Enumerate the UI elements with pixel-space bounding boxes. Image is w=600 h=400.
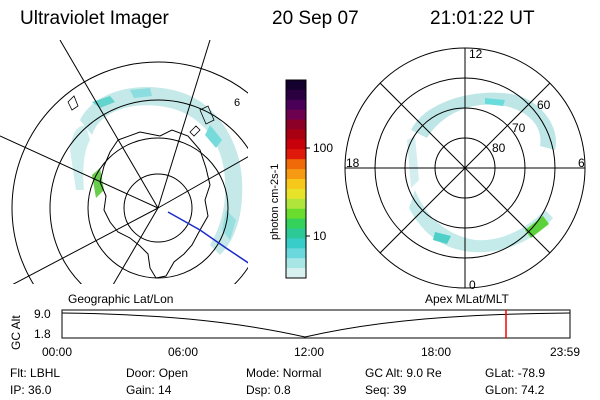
time-label: 21:01:22 UT <box>430 8 535 29</box>
timeline-left-label: Geographic Lat/Lon <box>68 292 174 306</box>
colorbar-swatch <box>286 198 306 210</box>
geographic-map: 6 <box>0 40 248 284</box>
colorbar: photon cm-2s-1 <box>269 79 310 279</box>
timeline-xtick-2: 12:00 <box>294 345 325 359</box>
mlt-label-bottom: 0 <box>469 278 476 292</box>
colorbar-swatch <box>286 248 306 259</box>
info-glat: GLat: -78.9 <box>485 366 546 380</box>
colorbar-swatch <box>286 159 306 170</box>
mlat-label-70: 70 <box>512 121 526 135</box>
colorbar-swatch <box>286 99 306 111</box>
timeline-right-label: Apex MLat/MLT <box>425 292 509 306</box>
colorbar-tick-10: 10 <box>313 229 327 243</box>
info-door: Door: Open <box>126 366 189 380</box>
colorbar-swatch <box>286 169 306 180</box>
colorbar-swatch <box>286 129 306 140</box>
colorbar-swatch <box>286 208 306 220</box>
geo-tick-label: 6 <box>234 97 240 109</box>
antarctica-coastline <box>99 129 211 279</box>
colorbar-swatch <box>286 109 306 121</box>
colorbar-swatch <box>286 149 306 160</box>
colorbar-swatch <box>286 89 306 101</box>
info-ip: IP: 36.0 <box>10 383 52 397</box>
timeline-xtick-0: 00:00 <box>42 345 73 359</box>
timeline-xtick-3: 18:00 <box>421 345 452 359</box>
info-dsp: Dsp: 0.8 <box>246 383 291 397</box>
altitude-curve <box>61 312 571 338</box>
colorbar-swatch <box>286 188 306 200</box>
colorbar-swatch <box>286 80 306 91</box>
colorbar-tick-100: 100 <box>313 141 334 155</box>
mlat-label-80: 80 <box>492 141 506 155</box>
satellite-track <box>167 211 248 264</box>
colorbar-swatch <box>286 238 306 249</box>
colorbar-swatch <box>286 268 306 279</box>
mlat-label-60: 60 <box>537 98 551 112</box>
instrument-title: Ultraviolet Imager <box>20 8 169 29</box>
altitude-timeline: GC Alt <box>9 309 571 350</box>
info-gc-alt: GC Alt: 9.0 Re <box>365 366 442 380</box>
timeline-xtick-4: 23:59 <box>550 345 581 359</box>
date-label: 20 Sep 07 <box>272 8 359 29</box>
colorbar-swatch <box>286 139 306 150</box>
info-seq: Seq: 39 <box>365 383 407 397</box>
geo-aurora-oval <box>70 87 243 255</box>
timeline-xtick-1: 06:00 <box>168 345 199 359</box>
colorbar-unit-label: photon cm-2s-1 <box>269 164 281 240</box>
info-mode: Mode: Normal <box>246 366 322 380</box>
mag-aurora-oval <box>407 92 557 253</box>
colorbar-swatch <box>286 218 306 229</box>
mlt-label-top: 12 <box>469 47 483 61</box>
info-glon: GLon: 74.2 <box>485 383 545 397</box>
magnetic-polar-plot <box>344 47 586 289</box>
timeline-ytick-top: 9.0 <box>34 307 51 321</box>
mlt-label-left: 18 <box>346 156 360 170</box>
timeline-ytick-bottom: 1.8 <box>34 327 51 341</box>
mlt-label-right: 6 <box>578 156 585 170</box>
colorbar-swatch <box>286 228 306 239</box>
timeline-ylabel: GC Alt <box>9 315 23 350</box>
colorbar-swatch <box>286 119 306 130</box>
colorbar-swatch <box>286 179 306 190</box>
info-flt: Flt: LBHL <box>10 366 61 380</box>
info-gain: Gain: 14 <box>126 383 172 397</box>
colorbar-swatch <box>286 258 306 269</box>
